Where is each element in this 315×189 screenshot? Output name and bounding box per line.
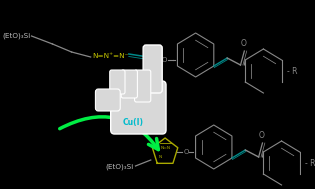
Text: - R: - R: [306, 159, 315, 167]
Text: O: O: [259, 131, 265, 140]
FancyBboxPatch shape: [143, 45, 162, 93]
FancyBboxPatch shape: [121, 70, 137, 98]
FancyBboxPatch shape: [110, 70, 125, 94]
Text: O: O: [183, 149, 189, 155]
Text: N: N: [159, 155, 162, 159]
FancyArrowPatch shape: [60, 117, 158, 149]
Text: N=N⁺=N⁻: N=N⁺=N⁻: [93, 53, 129, 59]
Text: (EtO)₃Si: (EtO)₃Si: [105, 164, 133, 170]
FancyBboxPatch shape: [111, 81, 166, 134]
FancyBboxPatch shape: [95, 89, 120, 111]
Text: - R: - R: [287, 67, 298, 75]
Text: O: O: [162, 57, 167, 63]
Text: Cu(I): Cu(I): [123, 118, 144, 126]
Text: N=N: N=N: [161, 146, 171, 150]
Text: O: O: [240, 39, 246, 48]
FancyBboxPatch shape: [135, 70, 151, 102]
Text: (EtO)₃Si: (EtO)₃Si: [3, 33, 31, 39]
